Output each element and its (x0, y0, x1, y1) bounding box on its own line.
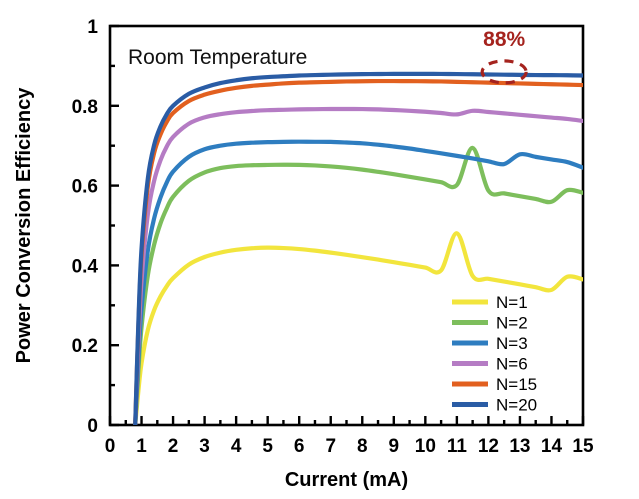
y-axis-title-text: Power Conversion Efficiency (13, 87, 35, 364)
x-tick-label: 11 (447, 436, 468, 457)
x-tick-label: 13 (509, 436, 530, 457)
series-line-n6 (133, 106, 583, 425)
x-tick-label: 1 (136, 436, 147, 457)
y-tick-label: 0.6 (72, 177, 98, 198)
x-tick-label: 6 (294, 436, 305, 457)
axis-titles: Current (mA) Power Conversion Efficiency (13, 87, 408, 491)
legend-label-n20: N=20 (496, 396, 537, 415)
y-tick-label: 0.2 (72, 336, 98, 357)
room-temperature-annotation: Room Temperature (128, 46, 307, 69)
x-tick-label: 12 (478, 436, 499, 457)
x-tick-label: 0 (105, 436, 116, 457)
series-line-n2 (133, 145, 583, 425)
legend: N=1 N=2N=3 N=6N=15 N=20 (452, 293, 537, 415)
y-tick-label: 0 (87, 416, 98, 437)
x-tick-label: 10 (415, 436, 436, 457)
legend-label-n15: N=15 (496, 375, 537, 394)
callout-dashed-ellipse (480, 59, 528, 85)
x-tick-label: 14 (541, 436, 563, 457)
axis-ticks (108, 24, 585, 427)
x-tick-label: 4 (231, 436, 242, 457)
callout-88-percent-text: 88% (483, 28, 525, 51)
x-tick-label: 3 (199, 436, 210, 457)
x-tick-label: 2 (168, 436, 179, 457)
legend-label-n1: N=1 (496, 293, 528, 312)
y-tick-label: 1 (87, 17, 98, 38)
y-tick-label: 0.4 (72, 256, 99, 277)
series-line-n1 (133, 231, 583, 425)
x-tick-label: 9 (389, 436, 400, 457)
legend-label-n6: N=6 (496, 355, 528, 374)
x-axis-title-text: Current (mA) (285, 469, 408, 491)
plot-annotations: Room Temperature 88% (128, 28, 528, 85)
series-line-n3 (133, 139, 583, 425)
series-line-n20 (133, 71, 583, 425)
x-tick-label: 7 (325, 436, 336, 457)
legend-label-n2: N=2 (496, 314, 528, 333)
x-tick-label: 8 (357, 436, 368, 457)
x-tick-label: 5 (262, 436, 273, 457)
legend-label-n3: N=3 (496, 334, 528, 353)
x-tick-label: 15 (572, 436, 594, 457)
y-tick-label: 0.8 (72, 97, 98, 118)
